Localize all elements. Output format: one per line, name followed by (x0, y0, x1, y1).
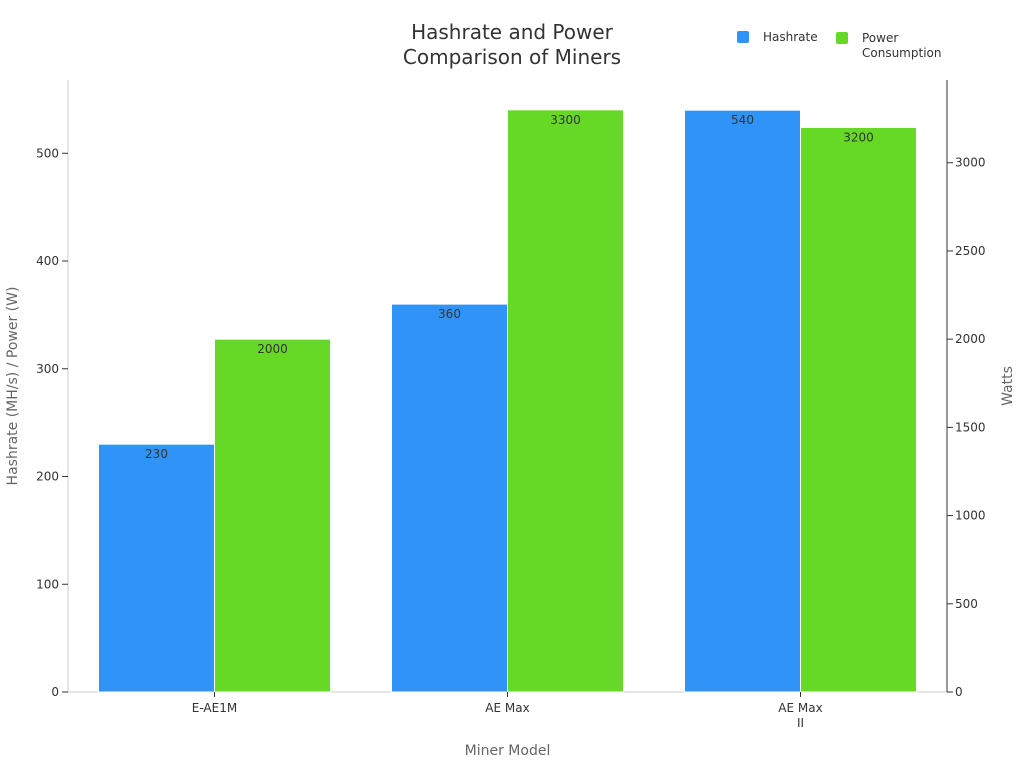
chart-title-line-1: Hashrate and Power (411, 20, 613, 44)
legend-swatch-hashrate (737, 31, 749, 43)
y-tick-label: 100 (36, 577, 59, 591)
x-tick-label: E-AE1M (192, 701, 237, 715)
x-tick-label: AE Max (485, 701, 529, 715)
bar-value-label: 3300 (550, 113, 581, 127)
y-tick-label: 300 (36, 362, 59, 376)
y2-tick-label: 500 (955, 597, 978, 611)
bar-value-label: 230 (145, 447, 168, 461)
legend-label-line: Hashrate (763, 30, 818, 44)
x-tick-label: II (797, 716, 804, 730)
legend-item-hashrate[interactable]: Hashrate (737, 30, 818, 45)
y2-tick-label: 1500 (955, 420, 986, 434)
bar-value-label: 2000 (257, 342, 288, 356)
y-axis-label: Hashrate (MH/s) / Power (W) (5, 287, 21, 486)
bar-value-label: 540 (731, 113, 754, 127)
x-tick-label: AE Max (778, 701, 822, 715)
y2-tick-label: 1000 (955, 509, 986, 523)
bar-power-consumption (507, 109, 624, 693)
bar-power-consumption (800, 126, 917, 693)
y-tick-label: 400 (36, 254, 59, 268)
bar-power-consumption (214, 338, 331, 693)
y2-tick-label: 2500 (955, 244, 986, 258)
legend-swatch-power-consumption (836, 32, 848, 44)
x-axis-label: Miner Model (465, 743, 551, 759)
legend-label-line: Consumption (862, 46, 942, 60)
bar-value-label: 360 (438, 307, 461, 321)
y2-tick-label: 3000 (955, 156, 986, 170)
y2-tick-label: 0 (955, 685, 963, 699)
bar-value-label: 3200 (843, 130, 874, 144)
legend-label-line: Power (862, 31, 899, 45)
y-tick-label: 500 (36, 146, 59, 160)
legend-label-power-consumption: Power Consumption (862, 31, 941, 61)
legend-item-power-consumption[interactable]: Power Consumption (836, 31, 941, 61)
bar-hashrate (391, 303, 508, 693)
bar-hashrate (684, 109, 801, 693)
legend-label-hashrate: Hashrate (763, 30, 818, 45)
chart-title: Hashrate and Power Comparison of Miners (362, 20, 662, 70)
y2-tick-label: 2000 (955, 332, 986, 346)
y-tick-label: 200 (36, 470, 59, 484)
y-tick-label: 0 (51, 685, 59, 699)
y2-axis-label: Watts (1000, 366, 1016, 406)
chart-title-line-2: Comparison of Miners (402, 45, 622, 69)
bar-hashrate (98, 443, 215, 693)
